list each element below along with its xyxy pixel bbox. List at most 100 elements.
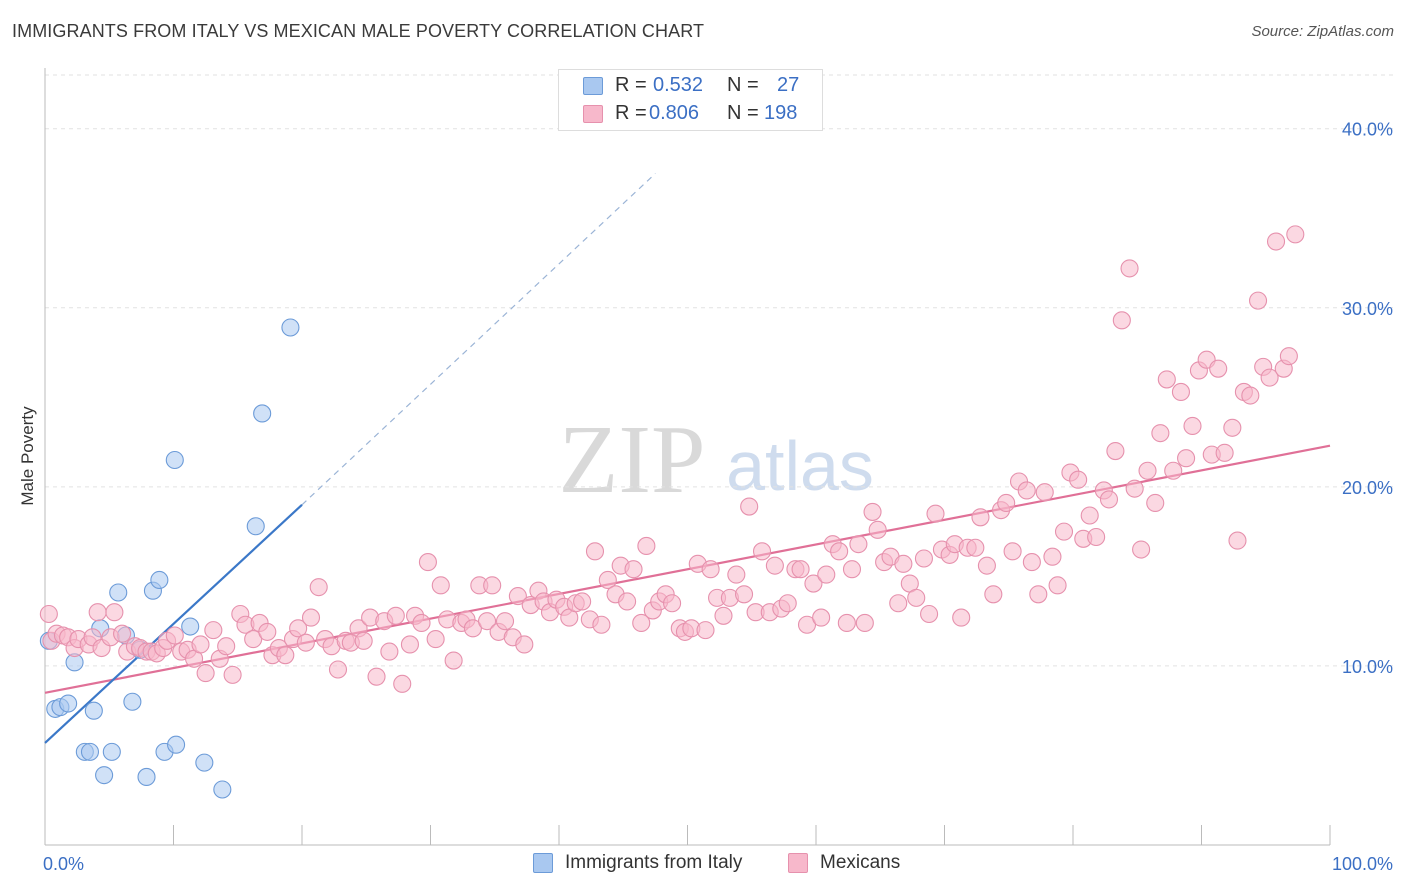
data-point[interactable] xyxy=(418,553,437,572)
data-point[interactable] xyxy=(598,570,617,590)
data-point[interactable] xyxy=(88,603,107,622)
data-point[interactable] xyxy=(1048,576,1067,595)
data-point[interactable] xyxy=(386,606,405,625)
data-point[interactable] xyxy=(1029,585,1048,604)
data-point[interactable] xyxy=(431,576,450,595)
data-point[interactable] xyxy=(244,630,263,649)
data-point[interactable] xyxy=(663,594,682,613)
data-point[interactable] xyxy=(849,535,868,554)
data-point[interactable] xyxy=(477,612,497,631)
data-point[interactable] xyxy=(84,701,103,720)
data-point[interactable] xyxy=(1146,493,1165,513)
data-point[interactable] xyxy=(426,630,445,649)
data-point[interactable] xyxy=(868,520,887,539)
data-point[interactable] xyxy=(39,604,58,624)
data-point[interactable] xyxy=(1183,416,1202,436)
data-point[interactable] xyxy=(181,617,200,636)
data-point[interactable] xyxy=(592,615,611,634)
data-point[interactable] xyxy=(109,583,128,602)
data-point[interactable] xyxy=(727,565,746,584)
data-point[interactable] xyxy=(483,576,502,595)
data-point[interactable] xyxy=(624,560,643,579)
data-point[interactable] xyxy=(1209,359,1228,378)
data-point[interactable] xyxy=(515,635,534,654)
data-point[interactable] xyxy=(1120,259,1139,278)
data-point[interactable] xyxy=(367,667,386,686)
data-point[interactable] xyxy=(1164,461,1183,480)
data-point[interactable] xyxy=(797,615,817,634)
data-point[interactable] xyxy=(301,608,321,627)
data-point[interactable] xyxy=(508,587,527,606)
data-point[interactable] xyxy=(1248,291,1268,310)
data-point[interactable] xyxy=(113,624,132,643)
data-point[interactable] xyxy=(714,606,733,625)
data-point[interactable] xyxy=(204,621,223,640)
data-point[interactable] xyxy=(618,592,637,611)
data-point[interactable] xyxy=(804,574,823,593)
data-point[interactable] xyxy=(894,554,913,573)
data-point[interactable] xyxy=(213,780,232,799)
data-point[interactable] xyxy=(1260,368,1279,387)
data-point[interactable] xyxy=(696,621,715,640)
data-point[interactable] xyxy=(1080,506,1099,525)
data-point[interactable] xyxy=(791,560,810,579)
data-point[interactable] xyxy=(80,742,100,761)
data-point[interactable] xyxy=(752,542,772,561)
data-point[interactable] xyxy=(837,613,856,633)
data-point[interactable] xyxy=(632,613,651,633)
data-point[interactable] xyxy=(817,565,836,584)
data-point[interactable] xyxy=(1112,311,1131,330)
data-point[interactable] xyxy=(1069,470,1088,489)
data-point[interactable] xyxy=(123,692,142,711)
data-point[interactable] xyxy=(971,508,990,527)
data-point[interactable] xyxy=(812,608,831,627)
data-point[interactable] xyxy=(863,502,882,521)
data-point[interactable] xyxy=(907,588,926,607)
data-point[interactable] xyxy=(258,622,277,641)
data-point[interactable] xyxy=(195,753,214,772)
data-point[interactable] xyxy=(1132,540,1151,559)
data-point[interactable] xyxy=(1215,443,1234,462)
data-point[interactable] xyxy=(253,404,272,423)
data-point[interactable] xyxy=(1241,386,1260,405)
data-point[interactable] xyxy=(734,585,754,604)
data-point[interactable] xyxy=(463,619,482,638)
data-point[interactable] xyxy=(102,742,121,761)
data-point[interactable] xyxy=(276,646,295,665)
data-point[interactable] xyxy=(1279,347,1298,366)
data-point[interactable] xyxy=(380,642,399,661)
data-point[interactable] xyxy=(855,613,874,633)
data-point[interactable] xyxy=(830,542,849,561)
data-point[interactable] xyxy=(1003,542,1022,561)
data-point[interactable] xyxy=(289,619,308,638)
data-point[interactable] xyxy=(765,556,784,575)
data-point[interactable] xyxy=(95,766,114,785)
data-point[interactable] xyxy=(165,626,184,645)
data-point[interactable] xyxy=(1125,479,1144,498)
data-point[interactable] xyxy=(842,560,862,579)
data-point[interactable] xyxy=(1223,418,1242,437)
data-point[interactable] xyxy=(281,318,300,337)
data-point[interactable] xyxy=(1035,483,1054,502)
data-point[interactable] xyxy=(997,493,1016,513)
data-point[interactable] xyxy=(740,497,759,516)
data-point[interactable] xyxy=(1017,481,1036,500)
data-point[interactable] xyxy=(977,556,996,575)
data-point[interactable] xyxy=(1087,527,1106,547)
data-point[interactable] xyxy=(926,504,945,523)
data-point[interactable] xyxy=(1228,531,1247,550)
data-point[interactable] xyxy=(150,570,169,590)
data-point[interactable] xyxy=(984,585,1003,604)
data-point[interactable] xyxy=(573,592,592,611)
data-point[interactable] xyxy=(354,631,373,650)
data-point[interactable] xyxy=(191,635,210,654)
data-point[interactable] xyxy=(412,613,431,633)
data-point[interactable] xyxy=(1138,461,1157,480)
data-point[interactable] xyxy=(1177,449,1196,468)
data-point[interactable] xyxy=(400,635,419,654)
data-point[interactable] xyxy=(393,674,412,693)
data-point[interactable] xyxy=(1266,232,1286,251)
data-point[interactable] xyxy=(1099,490,1119,509)
data-point[interactable] xyxy=(196,664,215,683)
data-point[interactable] xyxy=(1043,547,1062,566)
